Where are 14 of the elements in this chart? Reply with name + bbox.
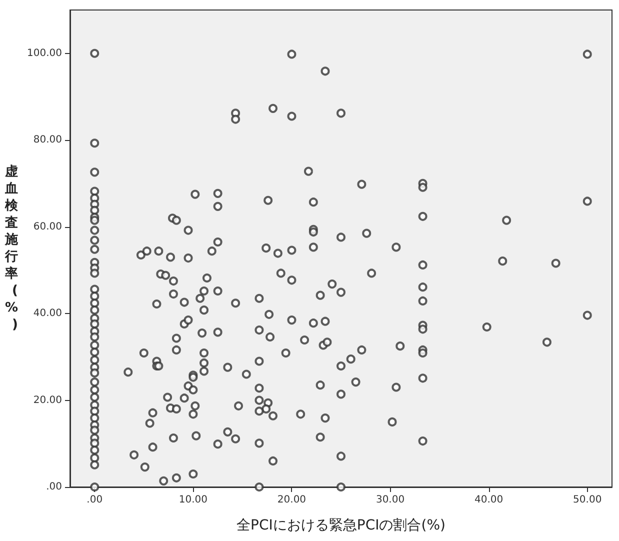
- y-tick-label: 100.00: [27, 48, 62, 59]
- x-tick-label: 20.00: [277, 494, 306, 506]
- x-tick-label: .00: [86, 494, 103, 506]
- y-tick-label: .00: [46, 482, 62, 492]
- x-tick-label: 10.00: [178, 494, 208, 506]
- text: 虚血検査施行率(%): [4, 164, 18, 332]
- x-tick-label: 40.00: [474, 494, 504, 506]
- y-tick-label: 60.00: [33, 221, 62, 232]
- y-tick-label: 40.00: [33, 308, 62, 320]
- x-tick-label: 50.00: [573, 494, 602, 506]
- x-axis-title: 全PCIにおける緊急PCIの割合(%): [236, 518, 446, 534]
- y-tick-label: 20.00: [33, 394, 62, 406]
- y-tick-label: 80.00: [33, 134, 62, 146]
- x-tick-label: 30.00: [376, 494, 405, 506]
